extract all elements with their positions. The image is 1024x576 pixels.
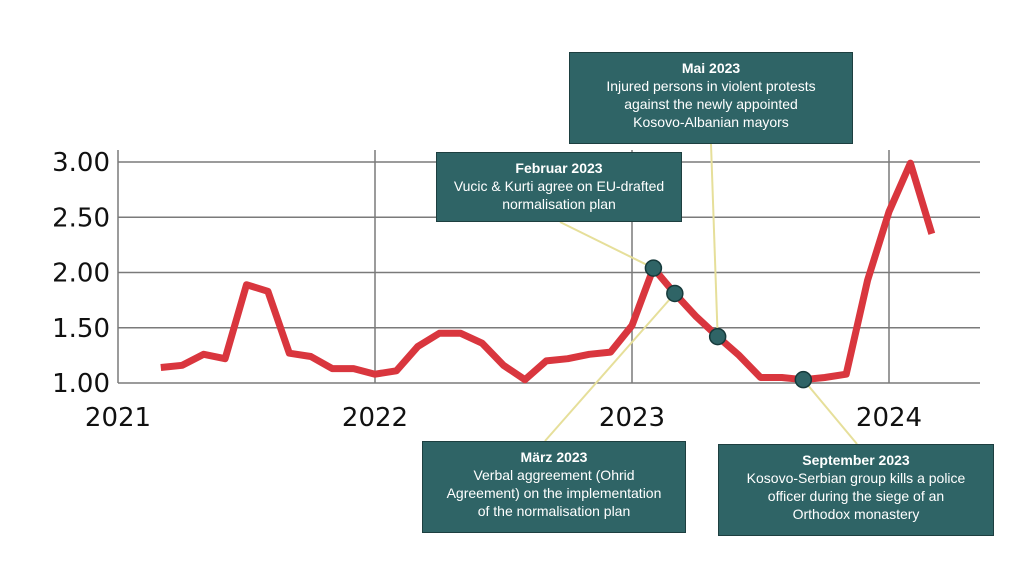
annotation-text: Verbal aggreement (Ohrid [473,467,635,483]
event-marker [708,327,727,346]
x-tick-label: 2021 [85,403,151,433]
annotation-title: September 2023 [802,452,910,468]
annotation-text: normalisation plan [502,196,616,212]
annotation-march-2023: März 2023 Verbal aggreement (Ohrid Agree… [422,441,686,533]
y-tick-label: 2.00 [52,259,110,289]
y-tick-label: 1.00 [52,369,110,399]
annotation-text: Kosovo-Serbian group kills a police [746,470,966,486]
annotation-title: März 2023 [520,449,588,465]
x-tick-label: 2024 [856,403,922,433]
annotation-title: Mai 2023 [681,60,741,76]
tick-labels: 1.00 1.50 2.00 2.50 3.00 2021 2022 2023 2024 [52,148,922,433]
annotation-september-2023: September 2023 Kosovo-Serbian group kill… [718,444,994,536]
annotation-text: Injured persons in violent protests [606,78,816,94]
annotation-title: Februar 2023 [515,160,603,176]
event-marker [794,370,813,389]
annotation-text: against the newly appointed [624,96,798,112]
annotation-may-2023: Mai 2023 Injured persons in violent prot… [569,52,853,144]
annotation-text: Agreement) on the implementation [446,485,662,501]
annotation-text: Orthodox monastery [792,506,920,522]
event-markers [644,259,813,389]
x-tick-label: 2022 [342,403,408,433]
annotation-text: Vucic & Kurti agree on EU-drafted [453,178,665,194]
leader-line [559,221,654,269]
annotation-leaders [544,143,858,445]
y-tick-label: 1.50 [52,314,110,344]
annotation-text: Kosovo-Albanian mayors [633,114,789,130]
y-tick-label: 2.50 [52,203,110,233]
event-marker [666,284,684,303]
leader-line [710,143,719,337]
event-marker [644,259,663,277]
y-tick-label: 3.00 [52,148,110,178]
leader-line [544,292,676,442]
x-tick-label: 2023 [599,403,665,433]
annotation-text: of the normalisation plan [477,503,631,519]
annotation-text: officer during the siege of an [767,488,945,504]
annotation-february-2023: Februar 2023 Vucic & Kurti agree on EU-d… [436,152,682,222]
leader-line [802,379,858,445]
